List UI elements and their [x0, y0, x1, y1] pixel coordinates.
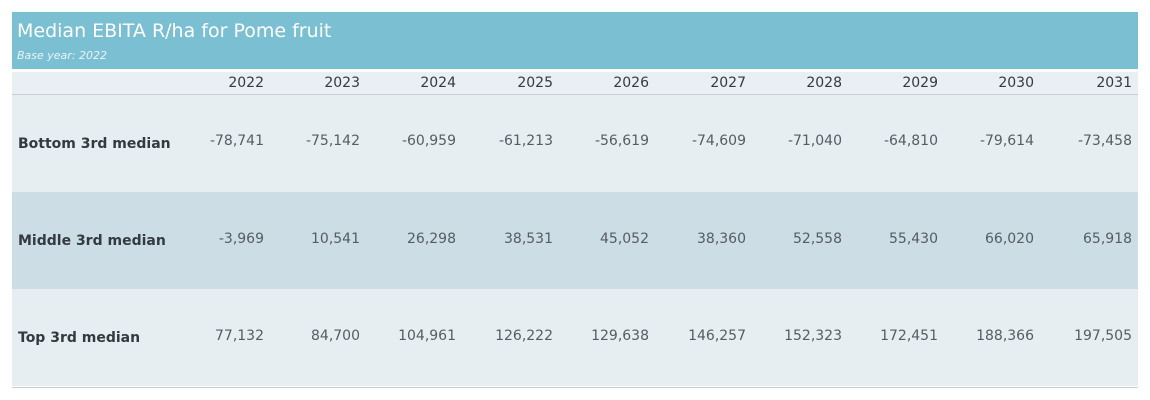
- cell-top-third-2024: 104,961: [398, 328, 456, 344]
- cell-top-third-2022: 77,132: [215, 328, 264, 344]
- column-header-2022: 2022: [228, 75, 264, 91]
- table-bottom-border: [12, 387, 1138, 388]
- cell-middle-third-2027: 38,360: [697, 231, 746, 247]
- column-header-2023: 2023: [324, 75, 360, 91]
- cell-bottom-third-2029: -64,810: [883, 133, 938, 149]
- column-header-2029: 2029: [902, 75, 938, 91]
- column-header-2025: 2025: [517, 75, 553, 91]
- cell-middle-third-2031: 65,918: [1083, 231, 1132, 247]
- chart-subtitle: Base year: 2022: [17, 49, 108, 62]
- cell-top-third-2023: 84,700: [311, 328, 360, 344]
- cell-top-third-2029: 172,451: [880, 328, 938, 344]
- cell-bottom-third-2031: -73,458: [1077, 133, 1132, 149]
- cell-bottom-third-2023: -75,142: [305, 133, 360, 149]
- cell-middle-third-2024: 26,298: [407, 231, 456, 247]
- column-header-2027: 2027: [710, 75, 746, 91]
- cell-top-third-2027: 146,257: [688, 328, 746, 344]
- cell-bottom-third-2030: -79,614: [979, 133, 1034, 149]
- cell-middle-third-2022: -3,969: [218, 231, 264, 247]
- table-row-top-third: Top 3rd median 77,132 84,700 104,961 126,222…: [12, 289, 1138, 386]
- table-header-row: 2022 2023 2024 2025 2026 2027 2028 2029 2030 2031: [12, 72, 1138, 95]
- cell-middle-third-2026: 45,052: [600, 231, 649, 247]
- cell-top-third-2028: 152,323: [784, 328, 842, 344]
- table-row-bottom-third: Bottom 3rd median -78,741 -75,142 -60,959 -6…: [12, 95, 1138, 192]
- cell-top-third-2025: 126,222: [495, 328, 553, 344]
- cell-middle-third-2029: 55,430: [889, 231, 938, 247]
- chart-title: Median EBITA R/ha for Pome fruit: [17, 20, 332, 42]
- row-label: Bottom 3rd median: [18, 136, 171, 152]
- title-banner: Median EBITA R/ha for Pome fruit Base ye…: [12, 12, 1138, 69]
- cell-top-third-2031: 197,505: [1074, 328, 1132, 344]
- cell-middle-third-2030: 66,020: [985, 231, 1034, 247]
- cell-bottom-third-2027: -74,609: [691, 133, 746, 149]
- cell-bottom-third-2022: -78,741: [209, 133, 264, 149]
- cell-middle-third-2023: 10,541: [311, 231, 360, 247]
- column-header-2031: 2031: [1096, 75, 1132, 91]
- cell-middle-third-2025: 38,531: [504, 231, 553, 247]
- row-label: Top 3rd median: [18, 330, 141, 346]
- column-header-2028: 2028: [806, 75, 842, 91]
- cell-top-third-2026: 129,638: [591, 328, 649, 344]
- cell-top-third-2030: 188,366: [976, 328, 1034, 344]
- column-header-2024: 2024: [420, 75, 456, 91]
- cell-bottom-third-2024: -60,959: [401, 133, 456, 149]
- cell-bottom-third-2025: -61,213: [498, 133, 553, 149]
- cell-bottom-third-2026: -56,619: [594, 133, 649, 149]
- column-header-2030: 2030: [998, 75, 1034, 91]
- column-header-2026: 2026: [613, 75, 649, 91]
- data-table: 2022 2023 2024 2025 2026 2027 2028 2029 2030 2031…: [12, 72, 1138, 388]
- cell-middle-third-2028: 52,558: [793, 231, 842, 247]
- row-label: Middle 3rd median: [18, 233, 166, 249]
- cell-bottom-third-2028: -71,040: [787, 133, 842, 149]
- table-row-middle-third: Middle 3rd median -3,969 10,541 26,298 38,53…: [12, 192, 1138, 289]
